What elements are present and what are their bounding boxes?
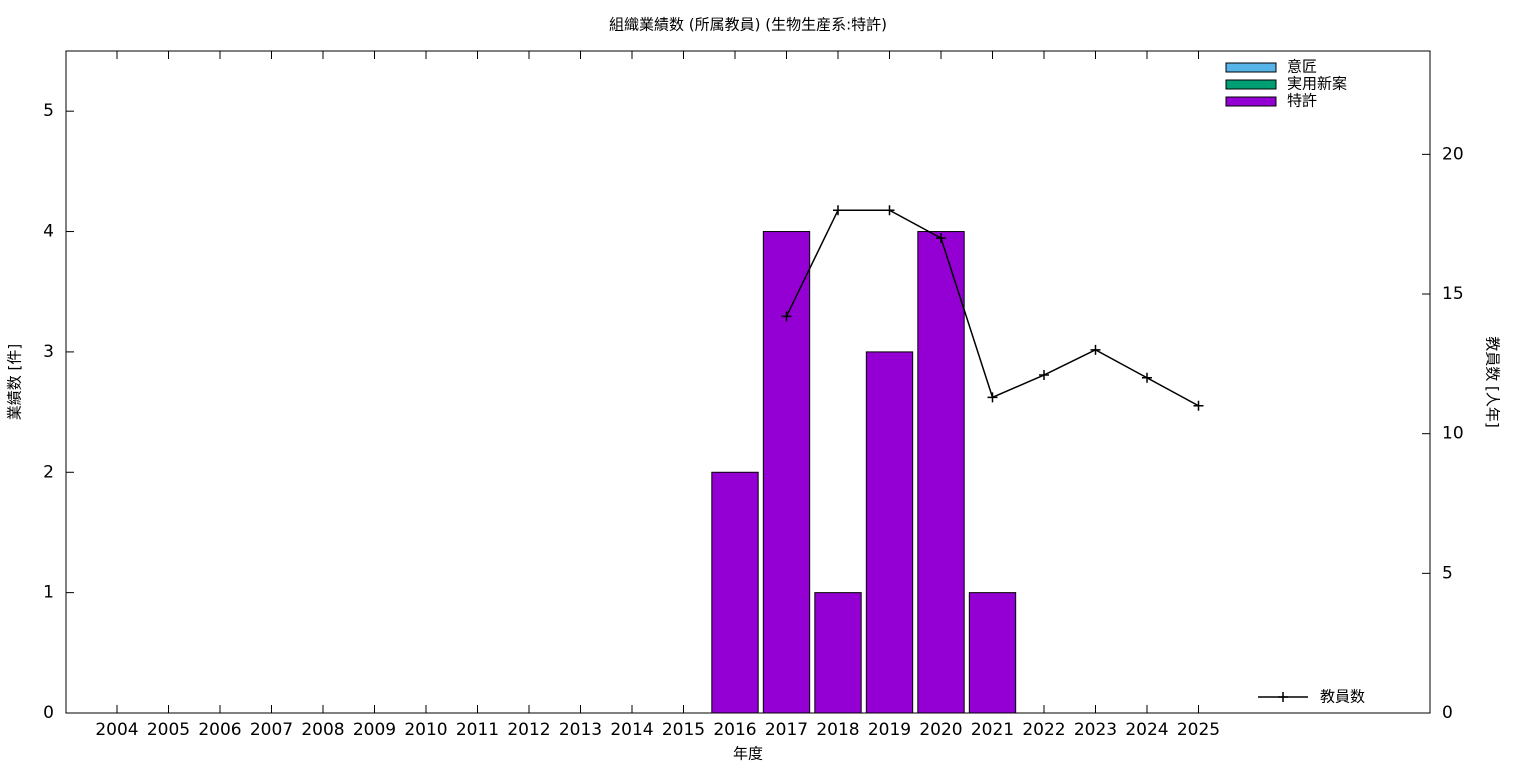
x-tick-label: 2012 xyxy=(507,720,550,740)
bar xyxy=(917,231,965,714)
legend-label: 意匠 xyxy=(1287,58,1317,76)
x-tick-label: 2004 xyxy=(95,720,138,740)
x-tick-label: 2007 xyxy=(250,720,293,740)
bar xyxy=(762,231,811,714)
y2-tick-label: 5 xyxy=(1442,563,1453,583)
legend-swatch xyxy=(1225,79,1277,90)
x-tick-label: 2006 xyxy=(198,720,241,740)
legend-swatch xyxy=(1225,62,1277,73)
x-tick-label: 2010 xyxy=(404,720,447,740)
x-tick-label: 2023 xyxy=(1074,720,1117,740)
y-tick-label: 1 xyxy=(43,583,54,603)
y2-tick-label: 20 xyxy=(1442,144,1464,164)
x-tick-label: 2018 xyxy=(816,720,859,740)
y-tick-label: 3 xyxy=(43,342,54,362)
line xyxy=(785,209,1199,407)
y-axis-label: 業績数 [件] xyxy=(6,344,24,420)
x-tick-label: 2022 xyxy=(1022,720,1065,740)
bar xyxy=(968,592,1017,714)
point xyxy=(1193,400,1204,411)
legend-swatch xyxy=(1225,96,1277,107)
point xyxy=(781,311,792,322)
x-tick-label: 2008 xyxy=(301,720,344,740)
x-tick-label: 2014 xyxy=(610,720,653,740)
x-tick-label: 2011 xyxy=(456,720,499,740)
x-tick-label: 2019 xyxy=(868,720,911,740)
chart-title: 組織業績数 (所属教員) (生物生産系:特許) xyxy=(609,16,887,34)
point xyxy=(884,205,895,216)
bar xyxy=(814,592,862,714)
x-tick-label: 2021 xyxy=(971,720,1014,740)
y2-tick-label: 0 xyxy=(1442,703,1453,723)
point xyxy=(833,205,843,216)
y2-tick-label: 15 xyxy=(1442,284,1464,304)
x-axis-label: 年度 xyxy=(733,745,763,763)
bar xyxy=(865,351,914,714)
point xyxy=(936,233,946,244)
point xyxy=(987,392,998,403)
y2-tick-label: 10 xyxy=(1442,424,1464,444)
x-tick-label: 2025 xyxy=(1177,720,1220,740)
x-tick-label: 2016 xyxy=(713,720,756,740)
y-tick-label: 4 xyxy=(43,222,54,242)
x-tick-label: 2009 xyxy=(353,720,396,740)
point xyxy=(1090,344,1101,355)
legend-label: 実用新案 xyxy=(1287,75,1347,93)
x-tick-label: 2017 xyxy=(765,720,808,740)
x-tick-label: 2024 xyxy=(1125,720,1168,740)
y-tick-label: 2 xyxy=(43,462,54,482)
point xyxy=(1142,372,1152,383)
legend-label: 特許 xyxy=(1287,92,1317,110)
x-tick-label: 2005 xyxy=(147,720,190,740)
x-tick-label: 2020 xyxy=(919,720,962,740)
legend-point xyxy=(1278,692,1288,702)
x-tick-label: 2015 xyxy=(662,720,705,740)
x-tick-label: 2013 xyxy=(559,720,602,740)
bar xyxy=(711,471,759,714)
point xyxy=(1039,370,1049,381)
y-tick-label: 0 xyxy=(43,703,54,723)
legend-label: 教員数 xyxy=(1320,688,1365,706)
y2-axis-label: 教員数 [人年] xyxy=(1484,336,1502,427)
y-tick-label: 5 xyxy=(43,101,54,121)
